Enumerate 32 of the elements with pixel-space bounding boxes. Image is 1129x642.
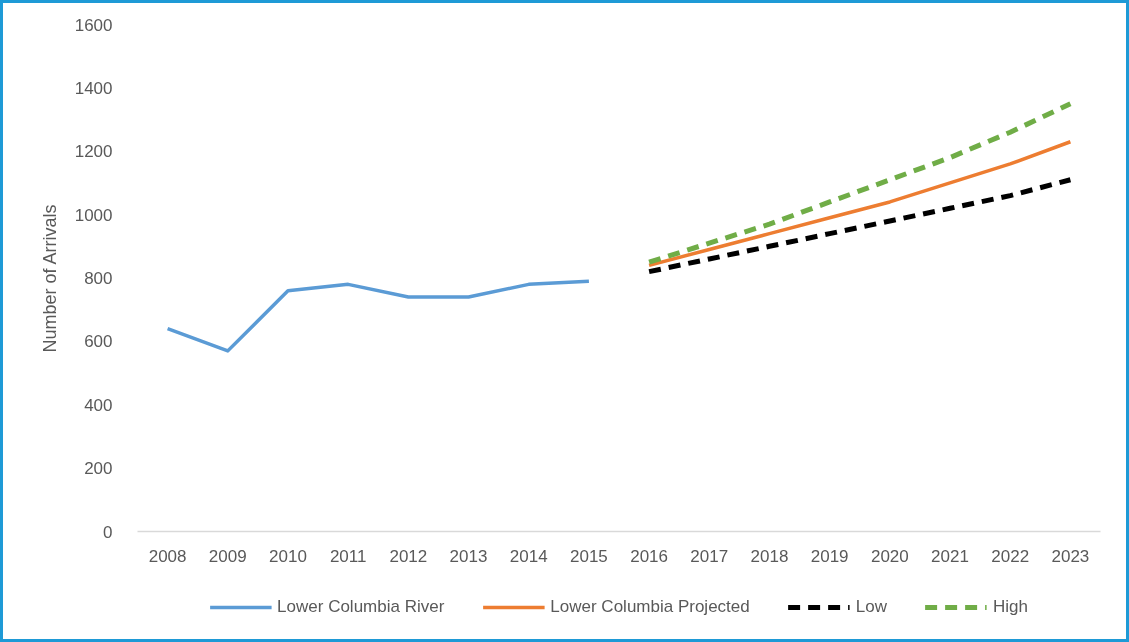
- legend-label: Lower Columbia River: [277, 597, 445, 617]
- x-tick-label: 2014: [509, 546, 548, 566]
- x-tick-label: 2016: [630, 546, 669, 566]
- y-tick-label: 800: [84, 269, 113, 288]
- x-tick-label: 2021: [931, 546, 969, 566]
- x-tick-label: 2009: [208, 546, 247, 566]
- x-tick-label: 2022: [991, 546, 1030, 566]
- line-series: [647, 139, 1073, 268]
- legend-label: High: [992, 597, 1028, 617]
- x-tick-label: 2008: [148, 546, 187, 566]
- y-tick-label: 400: [84, 395, 113, 415]
- legend-label: Low: [855, 597, 887, 617]
- x-tick-label: 2017: [690, 546, 729, 566]
- y-axis-title: Number of Arrivals: [39, 204, 60, 353]
- y-tick-label: 1400: [74, 78, 113, 98]
- x-tick-label: 2020: [870, 546, 909, 566]
- x-tick-label: 2018: [750, 546, 789, 566]
- x-tick-label: 2015: [570, 546, 608, 566]
- x-tick-label: 2010: [269, 546, 307, 566]
- x-tick-label: 2019: [810, 546, 849, 566]
- x-tick-label: 2011: [329, 546, 367, 566]
- line-series: [165, 279, 591, 353]
- y-tick-label: 1600: [74, 15, 113, 35]
- y-tick-label: 600: [84, 332, 113, 352]
- x-tick-label: 2012: [389, 546, 428, 566]
- x-tick-label: 2013: [449, 546, 488, 566]
- x-tick-label: 2023: [1051, 546, 1090, 566]
- y-tick-label: 1000: [74, 205, 113, 225]
- legend-label: Lower Columbia Projected: [550, 597, 750, 617]
- y-tick-label: 200: [84, 459, 113, 479]
- y-tick-label: 0: [103, 522, 113, 542]
- y-tick-label: 1200: [74, 142, 113, 162]
